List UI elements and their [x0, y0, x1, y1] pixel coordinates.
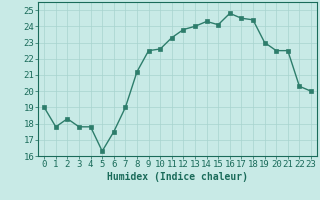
X-axis label: Humidex (Indice chaleur): Humidex (Indice chaleur) — [107, 172, 248, 182]
